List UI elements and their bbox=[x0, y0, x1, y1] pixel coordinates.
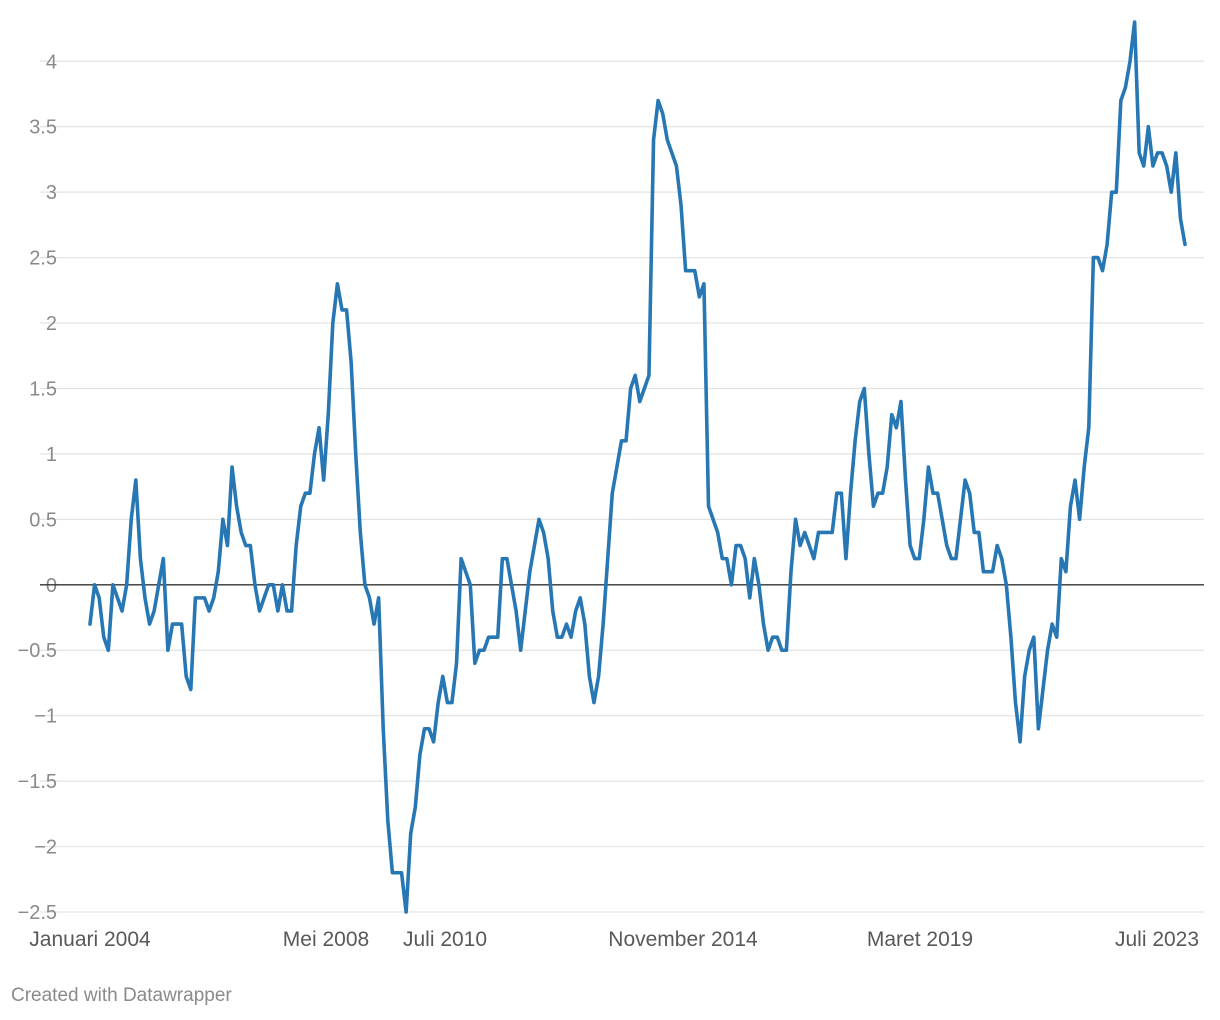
x-tick-label: Januari 2004 bbox=[29, 928, 151, 951]
y-tick-label: −1.5 bbox=[18, 771, 57, 793]
series-group bbox=[88, 20, 1187, 914]
gridlines bbox=[40, 60, 1204, 913]
x-axis: Januari 2004 Mei 2008 Juli 2010 November 20… bbox=[29, 928, 1199, 951]
y-tick-label: −2 bbox=[34, 837, 57, 859]
y-tick-label: 3.5 bbox=[29, 117, 57, 139]
datawrapper-credit: Created with Datawrapper bbox=[11, 985, 232, 1006]
y-tick-label: −2.5 bbox=[18, 902, 57, 924]
y-tick-label: 1 bbox=[46, 444, 57, 466]
x-tick-label: Maret 2019 bbox=[867, 928, 973, 951]
x-tick-label: Juli 2010 bbox=[403, 928, 487, 951]
x-tick-label: Juli 2023 bbox=[1115, 928, 1199, 951]
x-tick-label: November 2014 bbox=[608, 928, 758, 951]
y-tick-label: −1 bbox=[34, 706, 57, 728]
y-tick-label: 0.5 bbox=[29, 509, 57, 531]
series-line bbox=[88, 20, 1187, 914]
y-tick-label: 4 bbox=[46, 51, 57, 73]
y-tick-label: 1.5 bbox=[29, 378, 57, 400]
y-axis: −2.5 −2 −1.5 −1 −0.5 0 0.5 1 1.5 2 2.5 3 3.5 4 bbox=[18, 51, 57, 924]
y-tick-label: 2.5 bbox=[29, 248, 57, 270]
y-tick-label: 2 bbox=[46, 313, 57, 335]
x-tick-label: Mei 2008 bbox=[283, 928, 369, 951]
y-tick-label: 0 bbox=[46, 575, 57, 597]
y-tick-label: −0.5 bbox=[18, 640, 57, 662]
y-tick-label: 3 bbox=[46, 182, 57, 204]
